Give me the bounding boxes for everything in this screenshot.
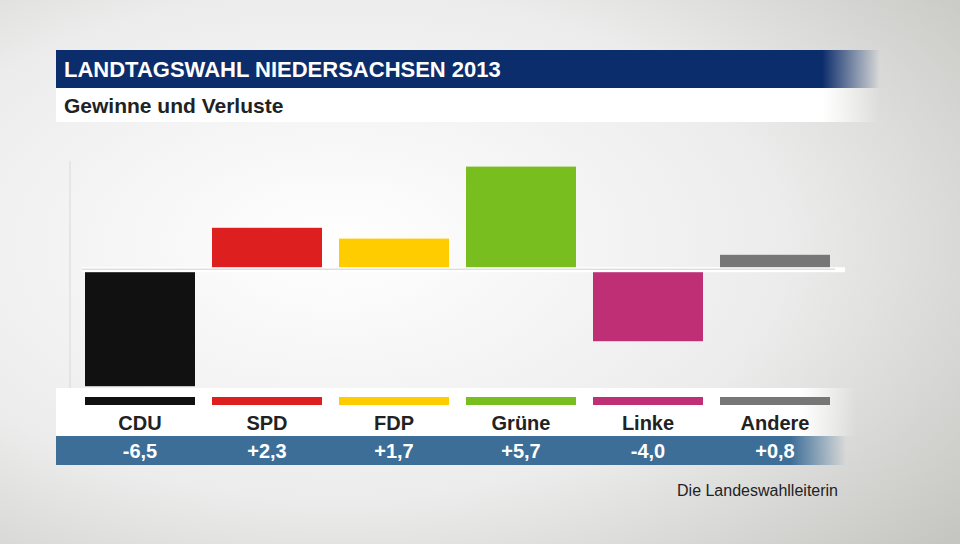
color-strip (85, 397, 195, 405)
bar (466, 167, 576, 270)
subtitle: Gewinne und Verluste (64, 94, 283, 117)
title: LANDTAGSWAHL NIEDERSACHSEN 2013 (64, 57, 501, 82)
color-strip (466, 397, 576, 405)
color-strip (593, 397, 703, 405)
category-label: Linke (622, 412, 674, 434)
category-label: FDP (374, 412, 414, 434)
bars (85, 167, 830, 387)
bar (212, 228, 322, 269)
zero-gap (82, 267, 845, 272)
title-banner (56, 50, 880, 88)
category-band (56, 388, 856, 436)
chart-root: LANDTAGSWAHL NIEDERSACHSEN 2013 Gewinne u… (0, 0, 960, 544)
color-strip (212, 397, 322, 405)
chart-svg: LANDTAGSWAHL NIEDERSACHSEN 2013 Gewinne u… (0, 0, 960, 544)
category-label: CDU (118, 412, 161, 434)
grid-line (82, 269, 835, 270)
data-label: -4,0 (631, 440, 665, 462)
bar (339, 239, 449, 270)
y-axis-line (70, 161, 71, 388)
category-label: Grüne (492, 412, 551, 434)
data-label: +5,7 (501, 440, 540, 462)
subtitle-banner (56, 88, 880, 122)
color-strip (339, 397, 449, 405)
color-strip (720, 397, 830, 405)
bar (593, 269, 703, 341)
background (0, 0, 960, 544)
value-band (56, 436, 846, 465)
bar (720, 255, 830, 269)
data-label: +2,3 (247, 440, 286, 462)
data-label: +1,7 (374, 440, 413, 462)
data-label: -6,5 (123, 440, 157, 462)
category-label: Andere (741, 412, 810, 434)
source: Die Landeswahlleiterin (677, 482, 838, 499)
data-label: +0,8 (755, 440, 794, 462)
bar (85, 269, 195, 386)
category-label: SPD (246, 412, 287, 434)
